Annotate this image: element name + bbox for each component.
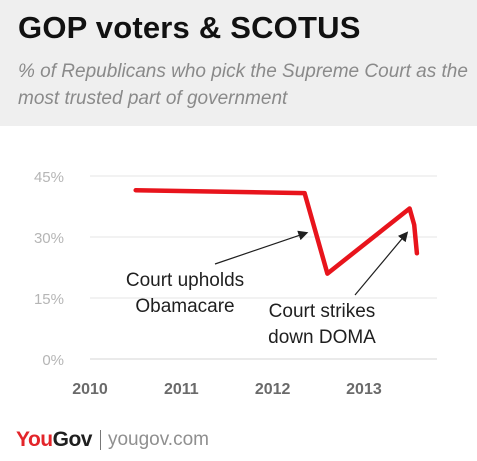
x-tick-label: 2010 — [72, 381, 108, 398]
logo-gov: Gov — [52, 428, 93, 451]
y-tick-label: 30% — [34, 230, 64, 247]
x-tick-label: 2011 — [164, 381, 199, 398]
y-tick-label: 0% — [42, 352, 64, 369]
y-axis-ticks: 0% 15% 30% 45% — [34, 169, 64, 369]
footer: YouGov yougov.com — [16, 426, 209, 454]
header-panel: GOP voters & SCOTUS % of Republicans who… — [0, 0, 477, 126]
annotation-text-line: Court strikes — [269, 301, 376, 322]
chart-title: GOP voters & SCOTUS — [18, 10, 361, 45]
gridlines — [90, 175, 437, 360]
footer-url-link[interactable]: yougov.com — [107, 429, 209, 450]
annotation-0: Court upholds Obamacare — [126, 230, 309, 317]
y-tick-label: 15% — [34, 291, 64, 308]
annotations: Court upholds Obamacare Court strikes down … — [126, 230, 409, 348]
annotation-arrow — [354, 231, 409, 296]
yougov-logo[interactable]: YouGov — [16, 428, 92, 452]
annotation-text-line: Court upholds — [126, 270, 244, 291]
annotation-text-line: down DOMA — [268, 327, 376, 348]
annotation-arrow — [214, 230, 309, 265]
annotation-text-line: Obamacare — [135, 296, 234, 317]
x-tick-label: 2012 — [255, 381, 291, 398]
chart-subtitle: % of Republicans who pick the Supreme Co… — [18, 61, 468, 109]
series-line-0 — [133, 187, 420, 276]
y-tick-label: 45% — [34, 169, 64, 186]
footer-divider — [99, 430, 101, 450]
series-layer — [133, 187, 420, 276]
line-chart: 0% 15% 30% 45% 2010 2011 2012 2013 Court uphol… — [34, 169, 437, 398]
x-tick-label: 2013 — [346, 381, 382, 398]
annotation-1: Court strikes down DOMA — [268, 231, 409, 348]
x-axis-ticks: 2010 2011 2012 2013 — [72, 381, 382, 398]
logo-you: You — [16, 428, 53, 451]
